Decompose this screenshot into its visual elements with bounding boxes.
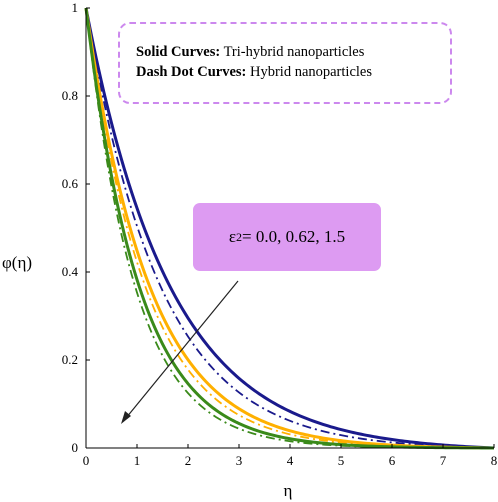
y-ticks: 0 0.2 0.4 0.6 0.8 1 (62, 0, 90, 455)
x-tick-label: 7 (440, 453, 447, 468)
parameter-subscript: 2 (236, 229, 243, 244)
plot-curves (84, 7, 495, 450)
x-tick-label: 4 (287, 453, 294, 468)
y-tick-label: 0.6 (62, 176, 79, 191)
legend-line-solid: Solid Curves: Tri-hybrid nanoparticles (136, 42, 450, 62)
y-tick-label: 0.8 (62, 88, 78, 103)
y-tick-label: 0.2 (62, 352, 78, 367)
x-axis-title: η (284, 481, 293, 500)
annotation-arrow (121, 280, 239, 424)
series-line-1 (85, 7, 495, 449)
series-line-3 (85, 7, 495, 449)
x-tick-label: 1 (134, 453, 141, 468)
legend-box: Solid Curves: Tri-hybrid nanoparticles D… (118, 22, 452, 104)
x-tick-label: 3 (236, 453, 243, 468)
legend-dashdot-text: Hybrid nanoparticles (246, 64, 372, 80)
legend-dashdot-label: Dash Dot Curves: (136, 64, 247, 80)
series-line-0 (84, 7, 495, 450)
y-tick-label: 0 (72, 440, 79, 455)
x-tick-label: 5 (338, 453, 345, 468)
x-tick-label: 2 (185, 453, 192, 468)
y-tick-label: 0.4 (62, 264, 79, 279)
x-tick-label: 6 (389, 453, 396, 468)
legend-solid-label: Solid Curves: (136, 44, 221, 60)
y-tick-label: 1 (72, 0, 79, 15)
x-tick-label: 8 (491, 453, 498, 468)
x-tick-label: 0 (83, 453, 90, 468)
legend-solid-text: Tri-hybrid nanoparticles (220, 44, 365, 60)
parameter-values: = 0.0, 0.62, 1.5 (242, 227, 346, 246)
x-ticks: 0 1 2 3 4 5 6 7 8 (83, 444, 498, 468)
legend-line-dashdot: Dash Dot Curves: Hybrid nanoparticles (136, 62, 450, 82)
y-axis-title: φ(η) (2, 253, 32, 272)
parameter-symbol: ε (228, 227, 237, 246)
